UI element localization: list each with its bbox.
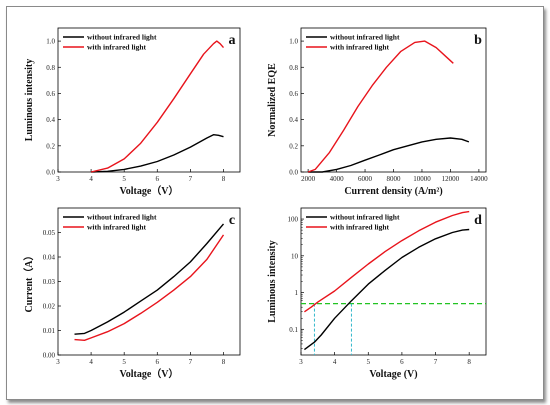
- x-tick-label: 5: [367, 358, 371, 366]
- x-tick-label: 4: [89, 175, 93, 183]
- y-tick-label: 0.05: [43, 229, 56, 237]
- y-tick-label: 0.8: [46, 64, 55, 72]
- y-tick-label: 0.4: [289, 116, 298, 124]
- panel-c: 3 4 5 6 7 8 0.00 0.01 0.02 0.03 0.04 0.05 Voltage（V）…: [22, 207, 241, 380]
- panel-a: 3 4 5 6 7 8 0.0 0.2 0.4 0.6 0.8 1.0 Voltage（V） Lumino…: [24, 27, 241, 197]
- series-line-without: [91, 134, 224, 173]
- series-line-with: [307, 40, 454, 173]
- x-tick-label: 8: [467, 358, 471, 366]
- x-tick-label: 5: [122, 358, 126, 366]
- x-tick-label: 4: [333, 358, 337, 366]
- y-axis-label: Luminous intensity: [24, 59, 35, 142]
- y-tick-label: 1: [295, 289, 299, 297]
- x-tick-label: 12000: [442, 175, 460, 183]
- y-tick-label: 0.8: [289, 64, 298, 72]
- x-tick-label: 6: [156, 175, 160, 183]
- legend-label: with infrared light: [330, 223, 390, 232]
- figure-frame: [6, 6, 544, 400]
- series-line-with: [304, 210, 470, 313]
- y-tick-label: 0.4: [46, 116, 55, 124]
- x-tick-label: 6000: [358, 175, 373, 183]
- x-axis-label: Voltage (V): [369, 369, 417, 380]
- y-tick-label: 1.0: [46, 38, 55, 46]
- x-tick-label: 10000: [413, 175, 431, 183]
- x-tick-label: 7: [189, 358, 193, 366]
- legend-label: without infrared light: [330, 213, 400, 222]
- panel-letter: d: [474, 213, 482, 228]
- y-tick-label: 0.04: [43, 254, 56, 262]
- x-axis-label: Current density (A/m²): [344, 186, 442, 197]
- x-tick-label: 6: [156, 358, 160, 366]
- x-tick-label: 6: [400, 358, 404, 366]
- y-tick-label: 0.2: [289, 142, 298, 150]
- x-tick-label: 5: [122, 175, 126, 183]
- legend-label: without infrared light: [87, 33, 157, 42]
- y-tick-label: 0.2: [46, 142, 55, 150]
- x-axis-label: Voltage（V）: [119, 367, 178, 380]
- panel-letter: c: [229, 213, 235, 228]
- series-line-without: [74, 223, 225, 335]
- legend-label: with infrared light: [87, 223, 147, 232]
- y-tick-label: 0.1: [289, 326, 298, 334]
- plot-frame: [300, 207, 487, 356]
- y-tick-label: 0.01: [43, 327, 56, 335]
- series-line-without: [303, 228, 470, 351]
- x-tick-label: 14000: [470, 175, 488, 183]
- panel-letter: b: [474, 33, 482, 48]
- plot-frame: [57, 27, 241, 173]
- y-tick-label: 0.0: [289, 169, 298, 177]
- y-tick-label: 0.0: [46, 169, 55, 177]
- panel-d: 3 4 5 6 7 8 0.1 1 10 100 Voltage (V) Luminous inten…: [267, 207, 487, 380]
- y-tick-label: 1.0: [289, 38, 298, 46]
- legend-label: with infrared light: [87, 43, 147, 52]
- x-tick-label: 3: [56, 175, 60, 183]
- x-tick-label: 4000: [330, 175, 345, 183]
- legend-label: with infrared light: [330, 43, 390, 52]
- y-tick-label: 0.6: [289, 90, 298, 98]
- series-line-with: [90, 40, 225, 173]
- panel-letter: a: [229, 33, 236, 48]
- x-tick-label: 3: [56, 358, 60, 366]
- y-axis-label: Luminous intensity: [267, 240, 278, 323]
- y-tick-label: 0.02: [43, 303, 56, 311]
- x-tick-label: 2000: [301, 175, 316, 183]
- x-tick-label: 7: [434, 358, 438, 366]
- y-tick-label: 0.03: [43, 278, 56, 286]
- y-tick-label: 100: [288, 216, 299, 224]
- x-tick-label: 7: [189, 175, 193, 183]
- y-axis-label: Current（A）: [22, 250, 35, 312]
- series-line-without: [308, 137, 470, 173]
- x-tick-label: 8: [222, 175, 226, 183]
- series-line-with: [74, 234, 225, 341]
- y-tick-label: 0.00: [43, 352, 56, 360]
- x-tick-label: 4: [89, 358, 93, 366]
- legend-label: without infrared light: [330, 33, 400, 42]
- y-tick-label: 0.6: [46, 90, 55, 98]
- x-tick-label: 8000: [387, 175, 402, 183]
- panel-b: 2000 4000 6000 8000 10000 12000 14000 0.0 0.2 0.4…: [267, 27, 488, 197]
- y-axis-label: Normalized EQE: [267, 63, 278, 137]
- x-tick-label: 3: [299, 358, 303, 366]
- legend-label: without infrared light: [87, 213, 157, 222]
- x-axis-label: Voltage（V）: [119, 184, 178, 197]
- x-tick-label: 8: [222, 358, 226, 366]
- y-tick-label: 10: [291, 252, 299, 260]
